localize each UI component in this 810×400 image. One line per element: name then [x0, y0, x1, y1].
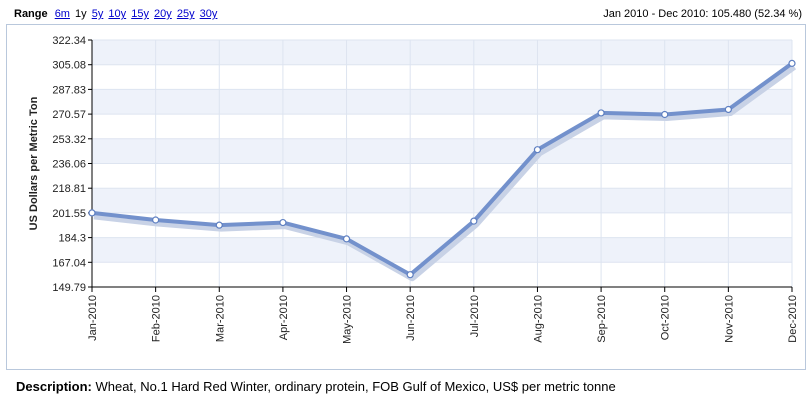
y-tick-label: 270.57 [52, 109, 86, 121]
y-tick-label: 218.81 [52, 183, 86, 195]
data-point[interactable] [279, 218, 287, 227]
description-label: Description: [16, 379, 92, 394]
y-tick-label: 201.55 [52, 208, 86, 220]
y-tick-label: 305.08 [52, 60, 86, 72]
grid-band [92, 138, 792, 164]
data-point[interactable] [724, 105, 732, 114]
grid-band [92, 188, 792, 213]
data-point[interactable] [215, 221, 223, 229]
data-point[interactable] [342, 235, 351, 243]
y-tick-label: 253.32 [52, 134, 86, 146]
range-option-25y[interactable]: 25y [176, 8, 195, 20]
x-tick-label: Apr-2010 [278, 295, 290, 340]
range-option-10y[interactable]: 10y [108, 8, 127, 20]
data-point[interactable] [88, 209, 96, 217]
x-tick-label: Jul-2010 [469, 295, 481, 337]
x-tick-label: Aug-2010 [532, 295, 544, 343]
y-tick-label: 167.04 [52, 257, 86, 269]
range-option-5y[interactable]: 5y [91, 8, 104, 20]
range-option-15y[interactable]: 15y [131, 8, 149, 20]
x-tick-label: Nov-2010 [723, 295, 735, 343]
y-tick-label: 322.34 [52, 35, 86, 47]
data-point[interactable] [788, 59, 796, 67]
series-line [91, 61, 794, 277]
y-axis-title: US Dollars per Metric Ton [28, 96, 40, 230]
x-tick-label: Oct-2010 [660, 295, 672, 340]
grid-band [92, 89, 792, 115]
description-text: Wheat, No.1 Hard Red Winter, ordinary pr… [95, 379, 616, 394]
y-tick-label: 236.06 [52, 159, 86, 171]
x-tick-label: Jan-2010 [87, 295, 99, 341]
range-label: Range [14, 8, 48, 20]
price-line-chart: 322.34 305.08 287.83 270.57 253.32 236.06 218.… [28, 35, 799, 344]
data-point[interactable] [152, 216, 160, 224]
range-option-30y[interactable]: 30y [199, 8, 218, 20]
range-option-20y[interactable]: 20y [154, 8, 172, 20]
x-tick-label: Jun-2010 [405, 295, 417, 341]
x-tick-label: Feb-2010 [151, 295, 163, 342]
range-selector: Range 6m 1y 5y 10y 15y 20y 25y 30y [14, 8, 219, 20]
data-point[interactable] [597, 109, 605, 117]
data-point[interactable] [470, 217, 478, 225]
description: Description: Wheat, No.1 Hard Red Winter… [16, 379, 616, 394]
data-point[interactable] [406, 271, 414, 279]
data-point[interactable] [661, 110, 669, 119]
x-tick-label: Mar-2010 [214, 295, 226, 342]
x-tick-label: Sep-2010 [596, 295, 608, 343]
chart-frame: 322.34 305.08 287.83 270.57 253.32 236.06 218.… [6, 24, 806, 370]
y-tick-label: 287.83 [52, 84, 86, 96]
data-point[interactable] [533, 146, 542, 154]
y-tick-label: 149.79 [52, 282, 86, 294]
range-change-summary: Jan 2010 - Dec 2010: 105.480 (52.34 %) [603, 8, 802, 20]
range-option-1y: 1y [75, 8, 87, 20]
range-option-6m[interactable]: 6m [54, 8, 70, 20]
x-tick-label: May-2010 [342, 295, 354, 344]
x-tick-label: Dec-2010 [787, 295, 799, 343]
y-tick-label: 184.3 [58, 233, 86, 245]
series-line-shadow [93, 63, 797, 282]
grid-band [92, 40, 792, 65]
